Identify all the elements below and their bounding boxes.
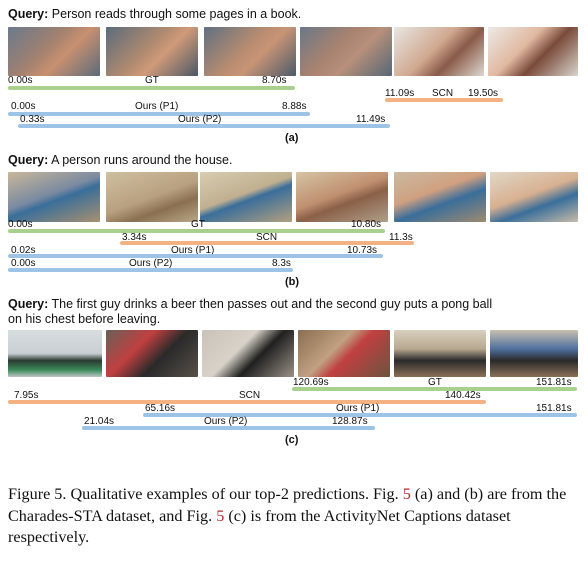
- query-text: A person runs around the house.: [51, 153, 233, 167]
- p1-start-label: 0.00s: [11, 101, 36, 112]
- video-frame: [394, 330, 486, 377]
- video-frame: [394, 27, 484, 76]
- query-c: Query: The first guy drinks a beer then …: [8, 297, 583, 327]
- video-frame: [204, 27, 296, 76]
- subfigure-label-c: (c): [285, 434, 299, 446]
- caption-text-3: (c) is from the ActivityNet Captions dat…: [8, 506, 511, 547]
- video-frame: [8, 330, 102, 377]
- p2-bar: [82, 426, 375, 430]
- gt-bar: [8, 86, 295, 90]
- query-text: Person reads through some pages in a boo…: [51, 7, 302, 21]
- gt-bar: [292, 387, 577, 391]
- gt-end-label: 151.81s: [536, 377, 572, 388]
- gt-bar: [8, 229, 385, 233]
- p2-start-label: 0.00s: [11, 258, 36, 269]
- p2-end-label: 11.49s: [356, 114, 386, 125]
- scn-start-label: 11.09s: [385, 88, 415, 99]
- scn-end-label: 19.50s: [468, 88, 499, 99]
- subfigure-label-a: (a): [285, 132, 299, 144]
- figure-reference-link[interactable]: 5: [216, 506, 225, 525]
- scn-name-label: SCN: [432, 88, 454, 99]
- gt-name-label: GT: [428, 377, 442, 388]
- scn-start-label: 3.34s: [122, 232, 147, 243]
- video-frame: [490, 330, 578, 377]
- scn-name-label: SCN: [239, 390, 261, 401]
- video-frame: [106, 27, 198, 76]
- p1-start-label: 65.16s: [145, 403, 176, 414]
- scn-end-label: 140.42s: [445, 390, 481, 401]
- scn-end-label: 11.3s: [389, 232, 413, 243]
- p2-bar: [8, 268, 293, 272]
- p1-name-label: Ours (P1): [135, 101, 179, 112]
- scn-bar: [120, 241, 414, 245]
- p1-name-label: Ours (P1): [171, 245, 215, 256]
- p1-end-label: 8.88s: [282, 101, 307, 112]
- p2-end-label: 8.3s: [272, 258, 291, 269]
- gt-end-label: 8.70s: [262, 75, 287, 86]
- query-text-line2: on his chest before leaving.: [8, 312, 161, 326]
- video-frame: [202, 330, 294, 377]
- p2-name-label: Ours (P2): [129, 258, 173, 269]
- figure-caption: Figure 5. Qualitative examples of our to…: [8, 484, 580, 549]
- p2-start-label: 21.04s: [84, 416, 115, 427]
- video-frame: [8, 172, 100, 222]
- video-frame: [488, 27, 578, 76]
- query-a: Query: Person reads through some pages i…: [8, 7, 301, 22]
- p1-bar: [8, 112, 310, 116]
- p2-name-label: Ours (P2): [204, 416, 248, 427]
- p2-start-label: 0.33s: [20, 114, 45, 125]
- query-text-line1: The first guy drinks a beer then passes …: [51, 297, 493, 311]
- gt-start-label: 0.00s: [8, 219, 33, 230]
- p1-start-label: 0.02s: [11, 245, 36, 256]
- video-frame: [298, 330, 390, 377]
- caption-text-2: (a) and (b) are from the Charades-STA da…: [8, 485, 567, 525]
- gt-name-label: GT: [145, 75, 159, 86]
- gt-start-label: 120.69s: [293, 377, 329, 388]
- video-frames-b: [8, 172, 578, 222]
- scn-bar: [8, 400, 486, 404]
- scn-bar: [385, 98, 503, 102]
- p2-end-label: 128.87s: [332, 416, 368, 427]
- query-label: Query:: [8, 297, 49, 311]
- figure-reference-link[interactable]: 5: [402, 485, 411, 503]
- p1-end-label: 151.81s: [536, 403, 572, 414]
- gt-name-label: GT: [191, 219, 205, 230]
- query-label: Query:: [8, 153, 49, 167]
- video-frame: [106, 330, 198, 377]
- caption-text-1: Figure 5. Qualitative examples of our to…: [8, 485, 403, 503]
- subfigure-label-b: (b): [285, 276, 300, 288]
- video-frame: [8, 27, 100, 76]
- video-frame: [300, 27, 392, 76]
- video-frame: [296, 172, 388, 222]
- p1-end-label: 10.73s: [347, 245, 378, 256]
- video-frames-c: [8, 330, 578, 377]
- video-frames-a: [8, 27, 578, 76]
- scn-start-label: 7.95s: [14, 390, 39, 401]
- p1-name-label: Ours (P1): [336, 403, 380, 414]
- p1-bar: [8, 254, 383, 258]
- video-frame: [490, 172, 578, 222]
- p1-bar: [143, 413, 577, 417]
- scn-name-label: SCN: [256, 232, 278, 243]
- query-label: Query:: [8, 7, 49, 21]
- query-b: Query: A person runs around the house.: [8, 153, 232, 168]
- gt-end-label: 10.80s: [351, 219, 382, 230]
- video-frame: [394, 172, 486, 222]
- gt-start-label: 0.00s: [8, 75, 33, 86]
- p2-name-label: Ours (P2): [178, 114, 222, 125]
- video-frame: [200, 172, 292, 222]
- video-frame: [106, 172, 198, 222]
- p2-bar: [18, 124, 390, 128]
